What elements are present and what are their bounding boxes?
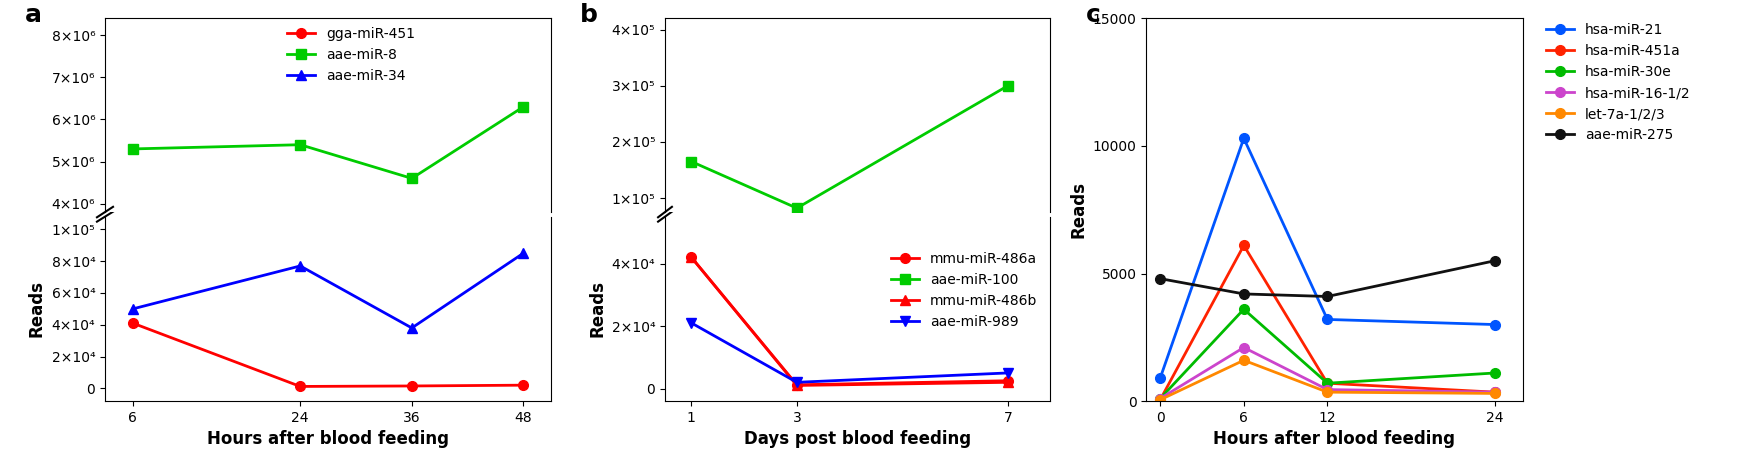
aae-miR-275 xyxy=(1484,258,1505,264)
Line: aae-miR-100: aae-miR-100 xyxy=(686,0,1013,137)
hsa-miR-21 xyxy=(1234,136,1255,141)
gga-miR-451 xyxy=(401,369,422,375)
gga-miR-451 xyxy=(290,384,312,389)
aae-miR-100 xyxy=(786,130,807,135)
mmu-miR-486b xyxy=(786,383,807,388)
aae-miR-8 xyxy=(290,142,312,148)
Line: aae-miR-989: aae-miR-989 xyxy=(686,318,1013,387)
Line: hsa-miR-451a: hsa-miR-451a xyxy=(1155,241,1500,405)
aae-miR-34 xyxy=(401,367,422,373)
aae-miR-989 xyxy=(681,320,702,326)
gga-miR-451 xyxy=(123,367,144,373)
gga-miR-451 xyxy=(290,369,312,375)
X-axis label: Days post blood feeding: Days post blood feeding xyxy=(744,431,971,449)
Line: aae-miR-34: aae-miR-34 xyxy=(128,364,528,375)
hsa-miR-451a xyxy=(1318,380,1339,386)
mmu-miR-486a xyxy=(786,382,807,388)
Y-axis label: Reads: Reads xyxy=(28,280,46,337)
aae-miR-989 xyxy=(786,379,807,385)
Line: gga-miR-451: gga-miR-451 xyxy=(128,366,528,377)
X-axis label: Hours after blood feeding: Hours after blood feeding xyxy=(1213,431,1456,449)
mmu-miR-486b xyxy=(997,250,1018,256)
hsa-miR-30e xyxy=(1484,370,1505,376)
Text: b: b xyxy=(581,3,598,27)
Line: mmu-miR-486a: mmu-miR-486a xyxy=(686,253,1013,390)
aae-miR-275 xyxy=(1150,276,1171,281)
hsa-miR-30e xyxy=(1234,307,1255,312)
hsa-miR-16-1/2 xyxy=(1318,387,1339,392)
aae-miR-34 xyxy=(513,250,534,256)
aae-miR-100 xyxy=(681,159,702,164)
hsa-miR-451a xyxy=(1234,242,1255,248)
Line: hsa-miR-30e: hsa-miR-30e xyxy=(1155,304,1500,403)
aae-miR-100 xyxy=(786,205,807,211)
Line: aae-miR-34: aae-miR-34 xyxy=(128,248,528,333)
X-axis label: Hours after blood feeding: Hours after blood feeding xyxy=(206,431,450,449)
hsa-miR-16-1/2 xyxy=(1234,345,1255,350)
mmu-miR-486a xyxy=(997,250,1018,255)
Line: mmu-miR-486b: mmu-miR-486b xyxy=(686,226,1013,259)
mmu-miR-486a xyxy=(997,378,1018,384)
aae-miR-8 xyxy=(401,176,422,181)
aae-miR-989 xyxy=(786,250,807,256)
Line: mmu-miR-486a: mmu-miR-486a xyxy=(686,226,1013,258)
aae-miR-34 xyxy=(290,366,312,372)
Line: hsa-miR-21: hsa-miR-21 xyxy=(1155,134,1500,383)
Line: aae-miR-989: aae-miR-989 xyxy=(686,237,1013,258)
aae-miR-100 xyxy=(997,83,1018,89)
hsa-miR-21 xyxy=(1150,375,1171,381)
aae-miR-989 xyxy=(997,370,1018,376)
aae-miR-34 xyxy=(290,263,312,269)
aae-miR-34 xyxy=(123,306,144,312)
Line: aae-miR-275: aae-miR-275 xyxy=(1155,256,1500,301)
aae-miR-34 xyxy=(513,366,534,371)
gga-miR-451 xyxy=(513,369,534,375)
let-7a-1/2/3 xyxy=(1318,390,1339,395)
mmu-miR-486b xyxy=(997,379,1018,385)
mmu-miR-486a xyxy=(681,254,702,260)
hsa-miR-30e xyxy=(1318,380,1339,386)
aae-miR-989 xyxy=(997,248,1018,254)
Line: aae-miR-100: aae-miR-100 xyxy=(686,81,1013,213)
hsa-miR-21 xyxy=(1484,322,1505,327)
Y-axis label: Reads: Reads xyxy=(588,280,605,337)
hsa-miR-30e xyxy=(1150,396,1171,401)
aae-miR-275 xyxy=(1234,291,1255,297)
Y-axis label: Reads: Reads xyxy=(1069,181,1087,238)
hsa-miR-451a xyxy=(1150,397,1171,402)
Legend: hsa-miR-21, hsa-miR-451a, hsa-miR-30e, hsa-miR-16-1/2, let-7a-1/2/3, aae-miR-275: hsa-miR-21, hsa-miR-451a, hsa-miR-30e, h… xyxy=(1540,18,1696,148)
hsa-miR-451a xyxy=(1484,390,1505,395)
aae-miR-8 xyxy=(123,146,144,152)
mmu-miR-486a xyxy=(786,251,807,256)
Line: mmu-miR-486b: mmu-miR-486b xyxy=(686,253,1013,390)
mmu-miR-486b xyxy=(681,228,702,233)
gga-miR-451 xyxy=(123,320,144,326)
mmu-miR-486b xyxy=(681,254,702,260)
aae-miR-989 xyxy=(681,240,702,245)
mmu-miR-486b xyxy=(786,251,807,256)
mmu-miR-486a xyxy=(681,228,702,233)
Legend: gga-miR-451, aae-miR-8, aae-miR-34: gga-miR-451, aae-miR-8, aae-miR-34 xyxy=(282,22,420,89)
let-7a-1/2/3 xyxy=(1234,357,1255,363)
hsa-miR-16-1/2 xyxy=(1150,396,1171,401)
Legend: mmu-miR-486a, aae-miR-100, mmu-miR-486b, aae-miR-989: mmu-miR-486a, aae-miR-100, mmu-miR-486b,… xyxy=(886,247,1043,334)
Line: let-7a-1/2/3: let-7a-1/2/3 xyxy=(1155,355,1500,405)
aae-miR-8 xyxy=(513,104,534,110)
Line: hsa-miR-16-1/2: hsa-miR-16-1/2 xyxy=(1155,343,1500,403)
hsa-miR-16-1/2 xyxy=(1484,390,1505,395)
let-7a-1/2/3 xyxy=(1150,397,1171,402)
Line: gga-miR-451: gga-miR-451 xyxy=(128,318,528,391)
let-7a-1/2/3 xyxy=(1484,390,1505,396)
gga-miR-451 xyxy=(513,383,534,388)
aae-miR-34 xyxy=(123,367,144,372)
gga-miR-451 xyxy=(401,383,422,389)
aae-miR-34 xyxy=(401,325,422,331)
hsa-miR-21 xyxy=(1318,317,1339,322)
Line: aae-miR-8: aae-miR-8 xyxy=(128,102,528,183)
Text: a: a xyxy=(24,3,42,27)
aae-miR-275 xyxy=(1318,294,1339,299)
Text: c: c xyxy=(1087,3,1101,27)
